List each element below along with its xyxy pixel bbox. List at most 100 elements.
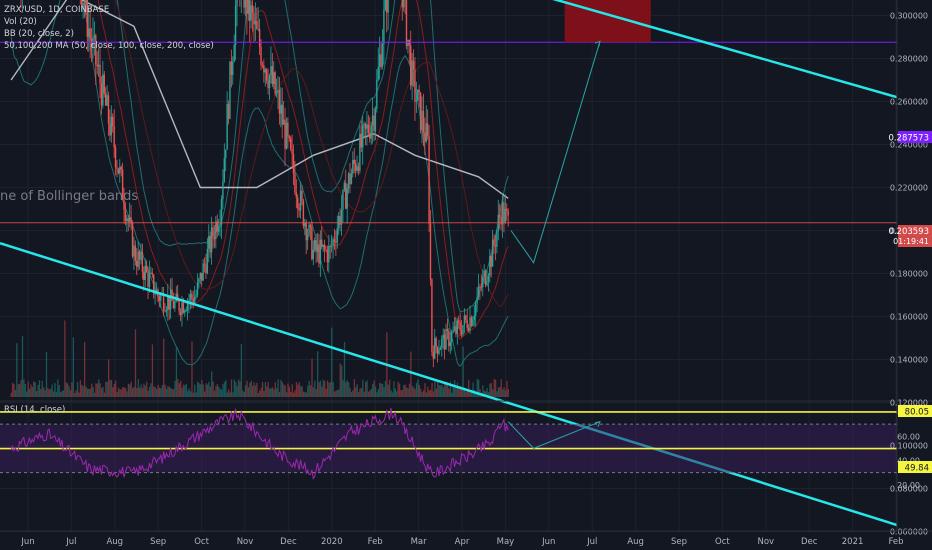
candle-body (376, 79, 378, 109)
candle-body (198, 278, 200, 283)
rsi-projection-path[interactable] (507, 421, 601, 449)
volume-bar (283, 384, 285, 397)
candle-body (138, 251, 141, 260)
volume-bar (305, 392, 308, 397)
time-axis[interactable]: Jun Jul Aug Sep Oct Nov Dec 2020 Feb Mar Apr May Jun… (20, 537, 903, 547)
candle-body (186, 302, 189, 311)
volume-bar (127, 383, 130, 397)
volume-bar (448, 388, 450, 397)
candle-body (188, 300, 190, 303)
candle-body (356, 166, 358, 171)
volume-bar (199, 384, 202, 397)
candle-body (357, 166, 360, 171)
candle-body (150, 272, 152, 274)
projection-path[interactable] (510, 41, 601, 264)
volume-bar (219, 388, 221, 397)
volume-bar (414, 389, 416, 397)
volume-bar (240, 344, 243, 397)
candle-body (297, 197, 299, 209)
time-tick-label: Mar (411, 537, 428, 547)
time-tick-label: Oct (194, 537, 209, 547)
candle-body (134, 245, 137, 261)
candle-body (493, 239, 495, 246)
volume-bar (105, 381, 107, 397)
candle-body (469, 317, 471, 331)
volume-bar (390, 390, 392, 397)
candle-body (484, 270, 487, 285)
symbol-title: ZRX/USD, 1D, COINBASE (4, 5, 109, 15)
volume-bar (478, 379, 480, 397)
volume-bar (417, 379, 419, 397)
bollinger-study-label[interactable]: BB (20, close, 2) (4, 29, 74, 39)
volume-bar (396, 391, 398, 397)
volume-bar (92, 386, 94, 397)
volume-bar (132, 388, 134, 397)
volume-bar (202, 384, 204, 397)
volume-bar (470, 391, 473, 397)
candle-body (88, 28, 90, 37)
candle-body (162, 293, 165, 311)
candle-body (443, 334, 446, 350)
candle-body (343, 182, 346, 190)
candle-body (100, 83, 103, 106)
candle-body (401, 0, 403, 8)
candle-body (429, 223, 432, 280)
volume-bar (192, 392, 195, 397)
candle-body (199, 272, 201, 279)
time-tick-label: Jul (586, 537, 597, 547)
candle-body (366, 124, 368, 129)
candle-body (253, 13, 255, 25)
volume-bar (215, 386, 217, 397)
candle-body (117, 168, 120, 174)
volume-bar (236, 386, 238, 397)
volume-bar (420, 388, 422, 397)
candle-body (419, 92, 422, 131)
ma-study-label[interactable]: 50,100,200 MA (50, close, 100, close, 20… (4, 41, 214, 51)
candle-body (107, 95, 110, 124)
volume-bar (346, 380, 348, 397)
volume-bar (429, 389, 432, 397)
candle-body (271, 66, 274, 85)
candle-body (176, 293, 179, 302)
volume-study-label[interactable]: Vol (20) (4, 17, 37, 27)
candle-body (192, 298, 194, 303)
price-tick-label: 0.160000 (890, 313, 928, 322)
channel-lower-line[interactable] (0, 242, 898, 527)
rsi-study-label[interactable]: RSI (14, close) (4, 405, 65, 415)
price-candles[interactable] (10, 0, 509, 368)
candle-body (326, 250, 329, 263)
volume-bar (107, 359, 110, 397)
candle-body (244, 0, 247, 8)
candle-body (292, 154, 295, 174)
candle-body (494, 245, 497, 247)
volume-bar (67, 383, 69, 397)
volume-bar (437, 381, 439, 397)
volume-bar (40, 389, 42, 397)
channel-upper-line[interactable] (0, 0, 898, 99)
volume-bar (144, 385, 147, 397)
volume-bar (328, 382, 330, 397)
candle-body (201, 272, 203, 281)
volume-bar (31, 387, 34, 397)
rsi-pane[interactable] (0, 400, 932, 480)
volume-bar (291, 384, 293, 397)
drawings[interactable] (0, 0, 898, 527)
volume-bar (96, 383, 98, 397)
volume-bar (161, 385, 163, 397)
candle-body (415, 100, 418, 102)
candle-body (257, 28, 259, 30)
candle-body (339, 215, 341, 225)
candle-body (302, 200, 305, 227)
volume-bar (472, 382, 474, 397)
volume-bar (266, 386, 268, 397)
candle-body (86, 0, 89, 37)
volume-bar (348, 382, 350, 397)
volume-bar (449, 381, 452, 397)
candle-body (126, 218, 128, 221)
candle-body (312, 249, 314, 260)
volume-bar (476, 379, 478, 397)
volume-bar (389, 379, 391, 397)
volume-bar (408, 383, 411, 397)
candle-body (364, 123, 367, 129)
